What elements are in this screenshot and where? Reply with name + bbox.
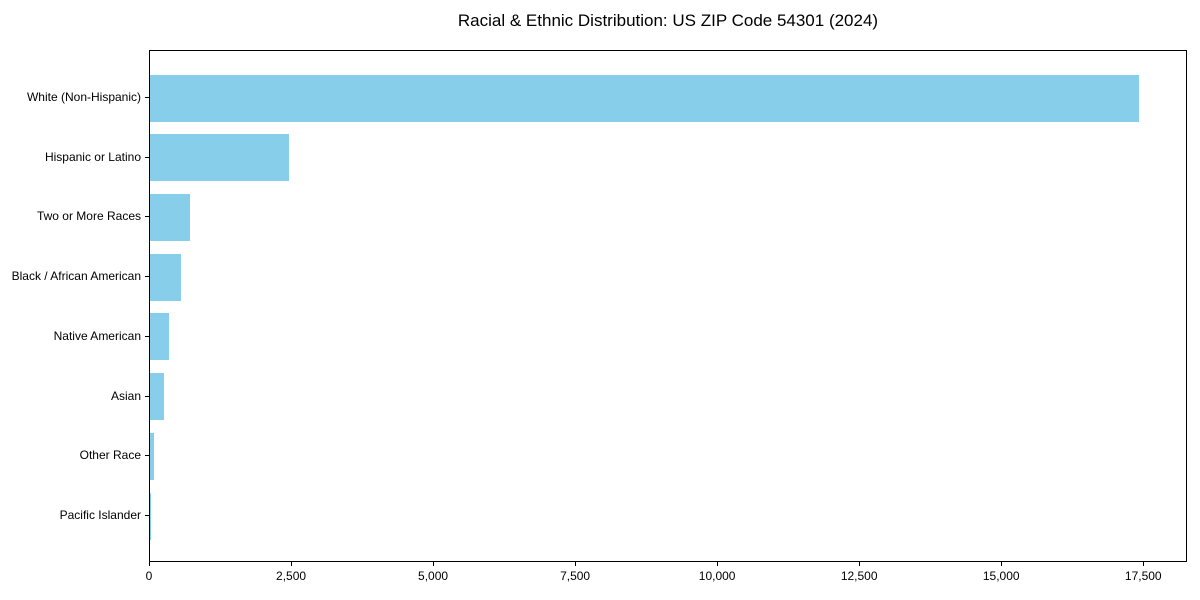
bar-black-african-american: [150, 253, 182, 301]
y-tick-mark: [145, 335, 149, 337]
x-tick-label: 5,000: [418, 569, 449, 583]
x-tick-label: 7,500: [560, 569, 591, 583]
x-tick-label: 12,500: [840, 569, 878, 583]
x-tick-mark: [1142, 562, 1144, 566]
y-tick-mark: [145, 455, 149, 457]
y-tick-mark: [145, 97, 149, 98]
y-axis-label-black-african-american: Black / African American: [11, 269, 141, 284]
bar-white-non-hispanic: [150, 74, 1139, 122]
x-tick-label: 0: [145, 569, 153, 583]
y-axis-label-two-or-more-races: Two or More Races: [36, 209, 141, 224]
y-axis-label-asian: Asian: [110, 388, 141, 403]
x-tick-mark: [432, 562, 434, 566]
x-tick-mark: [574, 562, 576, 566]
x-tick-label: 10,000: [698, 569, 736, 583]
bar-native-american: [150, 313, 170, 361]
bar-asian: [150, 373, 165, 421]
x-tick-label: 2,500: [276, 569, 307, 583]
bar-other-race: [150, 432, 155, 480]
x-tick-mark: [148, 562, 150, 566]
x-tick-mark: [716, 562, 718, 566]
x-tick-mark: [1000, 562, 1002, 566]
y-axis-label-white-non-hispanic: White (Non-Hispanic): [26, 90, 141, 104]
x-tick-mark: [290, 562, 292, 566]
y-tick-mark: [145, 156, 149, 158]
chart-title: Racial & Ethnic Distribution: US ZIP Cod…: [457, 11, 879, 30]
bar-hispanic-or-latino: [150, 134, 290, 182]
y-tick-mark: [145, 395, 149, 397]
bar-two-or-more-races: [150, 193, 190, 241]
y-axis-label-pacific-islander: Pacific Islander: [59, 508, 141, 522]
plot-area: [149, 50, 1187, 562]
x-tick-label: 17,500: [1124, 569, 1162, 583]
y-axis-label-other-race: Other Race: [79, 448, 141, 463]
x-tick-mark: [858, 562, 860, 566]
bar-pacific-islander: [150, 492, 151, 540]
y-tick-mark: [145, 276, 149, 278]
y-axis-label-native-american: Native American: [53, 328, 141, 343]
y-axis-label-hispanic-or-latino: Hispanic or Latino: [44, 149, 141, 164]
y-tick-mark: [145, 515, 149, 516]
x-tick-label: 15,000: [982, 569, 1020, 583]
y-tick-mark: [145, 216, 149, 218]
